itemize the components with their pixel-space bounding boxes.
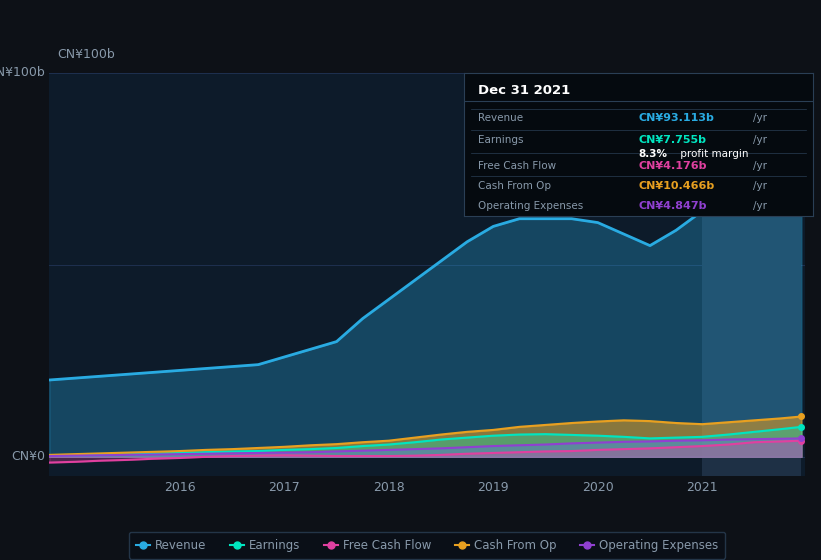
Text: 8.3%: 8.3% (639, 149, 667, 159)
Text: CN¥7.755b: CN¥7.755b (639, 135, 706, 145)
Text: Free Cash Flow: Free Cash Flow (478, 161, 556, 171)
Text: /yr: /yr (754, 181, 768, 190)
Text: CN¥10.466b: CN¥10.466b (639, 181, 714, 190)
Text: Earnings: Earnings (478, 135, 523, 145)
Text: /yr: /yr (754, 161, 768, 171)
Text: profit margin: profit margin (677, 149, 748, 159)
Text: /yr: /yr (754, 135, 768, 145)
Text: Dec 31 2021: Dec 31 2021 (478, 84, 570, 97)
Text: /yr: /yr (754, 114, 768, 124)
Text: CN¥100b: CN¥100b (57, 48, 115, 60)
Text: CN¥93.113b: CN¥93.113b (639, 114, 714, 124)
Text: Revenue: Revenue (478, 114, 523, 124)
Legend: Revenue, Earnings, Free Cash Flow, Cash From Op, Operating Expenses: Revenue, Earnings, Free Cash Flow, Cash … (129, 531, 725, 559)
Text: CN¥4.847b: CN¥4.847b (639, 200, 707, 211)
Text: Operating Expenses: Operating Expenses (478, 200, 583, 211)
Text: CN¥4.176b: CN¥4.176b (639, 161, 707, 171)
Text: CN¥0: CN¥0 (11, 450, 45, 463)
Text: CN¥100b: CN¥100b (0, 66, 45, 80)
Text: /yr: /yr (754, 200, 768, 211)
Bar (702, 73, 801, 476)
Text: Cash From Op: Cash From Op (478, 181, 551, 190)
